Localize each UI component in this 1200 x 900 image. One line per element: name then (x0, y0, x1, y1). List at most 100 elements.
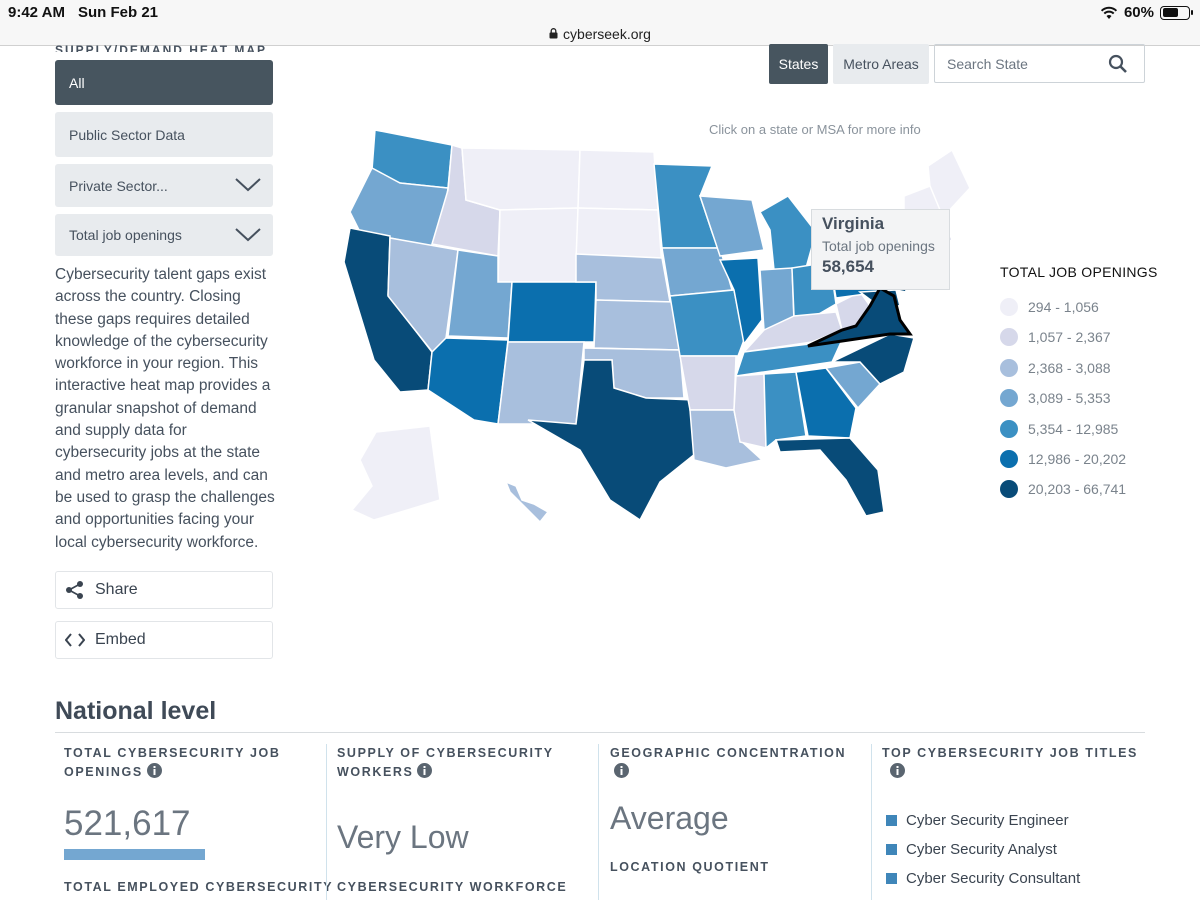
job-title-item[interactable]: Cyber Security Engineer (886, 812, 1069, 829)
tooltip-state-name: Virginia (822, 214, 885, 233)
state-illinois[interactable] (718, 257, 763, 346)
filter-all-label: All (69, 74, 85, 91)
column-divider (598, 744, 599, 900)
filter-public-button[interactable]: Public Sector Data (55, 112, 273, 157)
workforce-heading: CYBERSECURITY WORKFORCE (337, 880, 568, 894)
url-text: cyberseek.org (563, 25, 651, 42)
job-titles-column: TOP CYBERSECURITY JOB TITLES Cyber Secur… (882, 744, 1144, 900)
legend-swatch (1000, 328, 1018, 346)
intro-text: Cybersecurity talent gaps exist across t… (55, 266, 275, 551)
state-north-dakota[interactable] (577, 149, 659, 211)
job-openings-heading: TOTAL CYBERSECURITY JOB OPENINGS (64, 746, 281, 779)
job-openings-column: TOTAL CYBERSECURITY JOB OPENINGS 521,617… (64, 744, 332, 900)
state-arkansas[interactable] (679, 355, 737, 411)
legend-range: 2,368 - 3,088 (1028, 360, 1111, 376)
share-label: Share (95, 581, 138, 598)
state-mississippi[interactable] (733, 373, 767, 449)
search-icon[interactable] (1108, 54, 1128, 74)
state-michigan[interactable] (758, 195, 817, 271)
job-title-label: Cyber Security Engineer (906, 812, 1069, 829)
legend-item: 3,089 - 5,353 (1000, 389, 1111, 407)
state-colorado[interactable] (507, 281, 597, 343)
metric-dropdown[interactable]: Total job openings (55, 214, 273, 256)
column-divider (871, 744, 872, 900)
info-icon[interactable] (614, 763, 629, 778)
bullet-square-icon (886, 873, 897, 884)
us-heat-map[interactable] (330, 120, 990, 540)
search-state-input[interactable]: Search State (934, 44, 1145, 83)
legend-swatch (1000, 389, 1018, 407)
filter-public-label: Public Sector Data (69, 126, 185, 143)
national-level-title: National level (55, 697, 217, 725)
state-georgia[interactable] (795, 367, 857, 439)
heat-map-section-label: SUPPLY/DEMAND HEAT MAP (55, 43, 268, 52)
tab-metro-areas[interactable]: Metro Areas (833, 44, 929, 84)
concentration-column: GEOGRAPHIC CONCENTRATION Average LOCATIO… (610, 744, 865, 900)
info-icon[interactable] (890, 763, 905, 778)
divider (55, 732, 1145, 733)
state-hawaii[interactable] (504, 480, 550, 524)
info-icon[interactable] (146, 763, 162, 778)
job-openings-bar (64, 849, 205, 860)
total-employed-heading: TOTAL EMPLOYED CYBERSECURITY (64, 880, 334, 894)
legend-swatch (1000, 420, 1018, 438)
concentration-value: Average (610, 800, 729, 836)
bullet-square-icon (886, 815, 897, 826)
state-virginia-selected[interactable] (807, 285, 913, 348)
state-montana[interactable] (461, 147, 581, 211)
state-kansas[interactable] (593, 299, 681, 351)
job-openings-value: 521,617 (64, 804, 191, 843)
legend-item: 12,986 - 20,202 (1000, 450, 1126, 468)
share-icon (66, 581, 83, 599)
state-wyoming[interactable] (497, 207, 579, 283)
state-missouri[interactable] (669, 289, 745, 357)
filter-all-button[interactable]: All (55, 60, 273, 105)
job-title-item[interactable]: Cyber Security Consultant (886, 870, 1080, 887)
supply-heading: SUPPLY OF CYBERSECURITY WORKERS (337, 746, 554, 779)
legend-range: 12,986 - 20,202 (1028, 451, 1127, 467)
search-placeholder: Search State (947, 55, 1028, 72)
legend-swatch (1000, 359, 1018, 377)
wifi-icon (1100, 6, 1118, 19)
legend-range: 294 - 1,056 (1028, 299, 1099, 315)
tab-metro-label: Metro Areas (843, 56, 919, 72)
legend-range: 5,354 - 12,985 (1028, 421, 1119, 437)
state-new-mexico[interactable] (497, 341, 585, 425)
lock-icon (549, 28, 558, 39)
legend-item: 1,057 - 2,367 (1000, 328, 1111, 346)
job-title-label: Cyber Security Analyst (906, 841, 1057, 858)
column-divider (326, 744, 327, 900)
status-date: Sun Feb 21 (78, 4, 159, 21)
state-wisconsin[interactable] (698, 195, 765, 257)
chevron-down-icon (235, 228, 261, 242)
tab-states-label: States (778, 56, 819, 72)
metric-label: Total job openings (69, 227, 182, 243)
legend-swatch (1000, 480, 1018, 498)
tooltip-value: 58,654 (822, 257, 874, 276)
tab-states[interactable]: States (769, 44, 828, 84)
tooltip-label: Total job openings (822, 238, 935, 254)
info-icon[interactable] (417, 763, 433, 778)
private-sector-dropdown[interactable]: Private Sector... (55, 164, 273, 207)
legend-swatch (1000, 450, 1018, 468)
state-florida[interactable] (774, 437, 885, 517)
share-button[interactable]: Share (55, 571, 273, 609)
private-sector-label: Private Sector... (69, 177, 168, 194)
state-tooltip: Virginia Total job openings 58,654 (811, 209, 950, 290)
embed-button[interactable]: Embed (55, 621, 273, 659)
address-bar[interactable]: cyberseek.org (0, 26, 1200, 46)
legend-item: 294 - 1,056 (1000, 298, 1099, 316)
state-arizona[interactable] (427, 337, 509, 425)
battery-level (1162, 8, 1178, 17)
state-texas[interactable] (527, 359, 701, 522)
job-title-item[interactable]: Cyber Security Analyst (886, 841, 1057, 858)
bullet-square-icon (886, 844, 897, 855)
state-alaska[interactable] (350, 425, 441, 521)
legend-title: TOTAL JOB OPENINGS (1000, 264, 1158, 280)
state-alabama[interactable] (763, 371, 807, 450)
status-bar: 9:42 AM Sun Feb 21 60% (0, 0, 1200, 26)
job-titles-heading: TOP CYBERSECURITY JOB TITLES (882, 744, 1144, 782)
code-icon (65, 633, 85, 647)
legend-range: 1,057 - 2,367 (1028, 329, 1111, 345)
status-right: 60% (1100, 4, 1193, 21)
